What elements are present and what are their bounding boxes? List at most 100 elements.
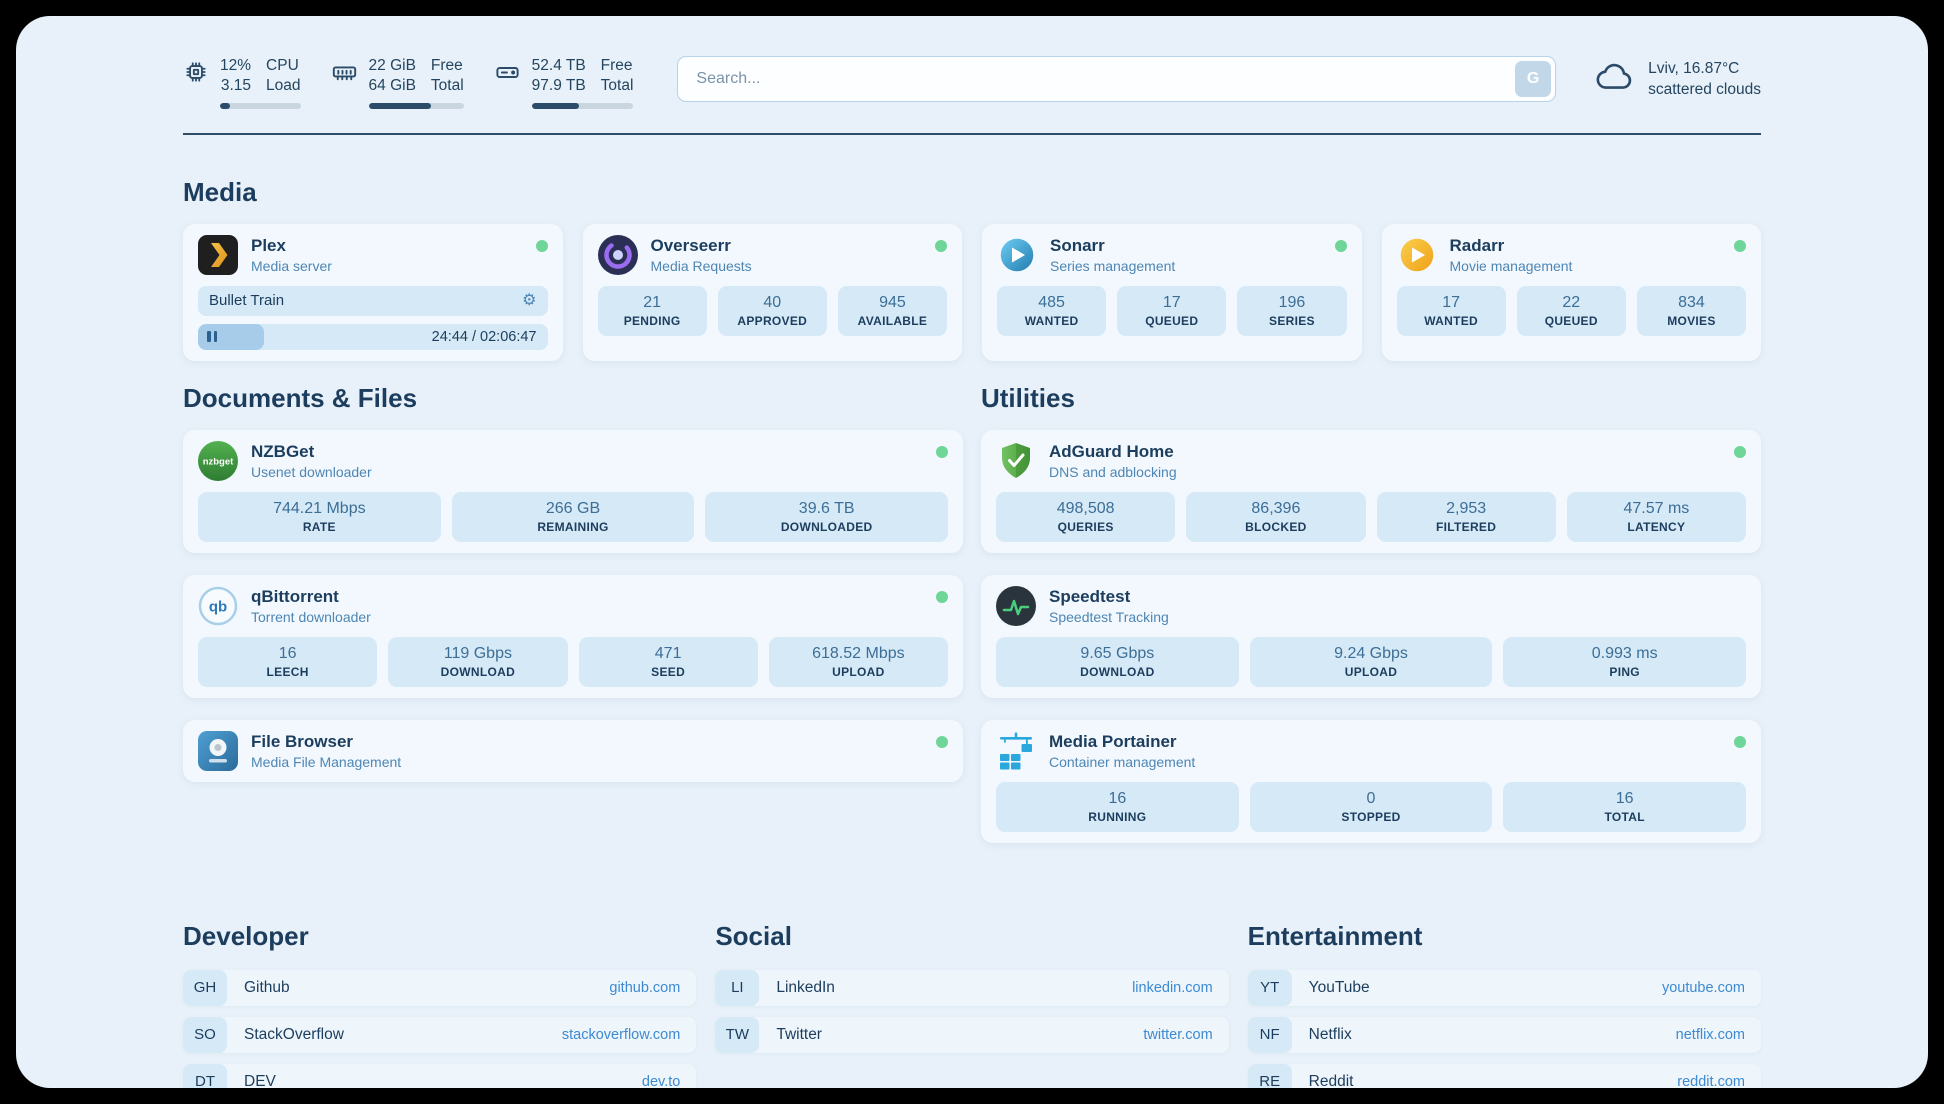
service-card-overseerr[interactable]: Overseerr Media Requests 21 PENDING 40 A… — [582, 223, 962, 361]
stat-filtered: 2,953 FILTERED — [1376, 491, 1556, 542]
portainer-icon — [996, 731, 1036, 771]
disk-icon — [494, 59, 521, 91]
service-name: Plex — [251, 235, 286, 255]
service-name: Speedtest — [1049, 586, 1131, 606]
disk-total-value: 97.9 TB — [531, 77, 586, 95]
adguard-icon — [996, 441, 1036, 481]
service-card-filebrowser[interactable]: File Browser Media File Management — [183, 719, 963, 782]
plex-icon — [198, 234, 238, 275]
cpu-percent: 12% — [220, 57, 252, 74]
stat-upload: 9.24 Gbps UPLOAD — [1249, 636, 1493, 687]
memory-free-label: Free — [430, 57, 463, 74]
svg-text:qb: qb — [209, 598, 227, 615]
bookmark-abbr: RE — [1247, 1063, 1292, 1088]
service-card-portainer[interactable]: Media Portainer Container management 16 … — [981, 719, 1761, 843]
playback-time: 24:44 / 02:06:47 — [431, 328, 537, 345]
bookmark-group-developer: Developer GH Github github.com SO StackO… — [183, 921, 697, 1088]
search-input[interactable] — [677, 56, 1557, 102]
service-name: NZBGet — [251, 441, 315, 461]
topbar-divider — [183, 132, 1761, 135]
bookmark-link: youtube.com — [1661, 979, 1745, 996]
bookmark-stackoverflow[interactable]: SO StackOverflow stackoverflow.com — [183, 1016, 697, 1053]
service-subtitle: Media Requests — [650, 257, 752, 274]
section-utilities: Utilities — [981, 383, 1761, 865]
cpu-widget: 12% 3.15 CPU Load — [183, 56, 301, 109]
service-card-radarr[interactable]: Radarr Movie management 17 WANTED 22 QUE… — [1381, 223, 1761, 361]
service-card-nzbget[interactable]: nzbget NZBGet Usenet downloader 744.21 M… — [183, 429, 963, 553]
stat-blocked: 86,396 BLOCKED — [1186, 491, 1366, 542]
bookmark-link: reddit.com — [1677, 1073, 1745, 1088]
media-progress-bar[interactable]: 24:44 / 02:06:47 — [198, 323, 548, 350]
memory-total-value: 64 GiB — [368, 77, 416, 95]
service-name: Media Portainer — [1049, 731, 1177, 751]
stat-approved: 40 APPROVED — [717, 285, 827, 336]
stat-leech: 16 LEECH — [198, 636, 378, 687]
status-dot — [1734, 445, 1746, 458]
bookmark-reddit[interactable]: RE Reddit reddit.com — [1247, 1063, 1761, 1088]
bookmark-name: Twitter — [776, 1025, 822, 1043]
bookmark-abbr: NF — [1247, 1016, 1292, 1053]
status-dot — [1334, 239, 1347, 252]
bookmark-name: LinkedIn — [776, 978, 835, 996]
bookmark-name: YouTube — [1308, 978, 1370, 996]
service-subtitle: DNS and adblocking — [1049, 463, 1177, 480]
bookmark-netflix[interactable]: NF Netflix netflix.com — [1247, 1016, 1761, 1053]
bookmark-group-entertainment: Entertainment YT YouTube youtube.com NF … — [1247, 921, 1761, 1088]
service-card-adguard[interactable]: AdGuard Home DNS and adblocking 498,508 … — [981, 429, 1761, 553]
stat-remaining: 266 GB REMAINING — [451, 491, 695, 542]
stat-wanted: 17 WANTED — [1396, 285, 1506, 336]
gear-icon[interactable]: ⚙ — [522, 291, 537, 309]
bookmark-name: DEV — [244, 1072, 276, 1088]
sonarr-icon — [997, 235, 1037, 275]
status-dot — [1734, 239, 1746, 252]
bookmark-abbr: SO — [183, 1016, 227, 1053]
stat-movies: 834 MOVIES — [1636, 285, 1747, 336]
bookmark-twitter[interactable]: TW Twitter twitter.com — [715, 1016, 1229, 1053]
search-box: G — [677, 56, 1557, 102]
section-heading-media: Media — [183, 176, 257, 207]
cpu-load-label: Load — [266, 77, 301, 95]
stat-queued: 22 QUEUED — [1516, 285, 1626, 336]
stat-stopped: 0 STOPPED — [1249, 781, 1493, 832]
bookmark-linkedin[interactable]: LI LinkedIn linkedin.com — [715, 969, 1229, 1006]
cloud-icon — [1594, 56, 1636, 103]
weather-widget: Lviv, 16.87°C scattered clouds — [1594, 56, 1761, 103]
pause-icon[interactable] — [207, 331, 211, 343]
service-card-plex[interactable]: Plex Media server Bullet Train ⚙ 24:44 — [183, 223, 563, 361]
speedtest-icon — [996, 585, 1036, 626]
service-subtitle: Series management — [1050, 257, 1176, 274]
bookmark-name: Github — [244, 978, 290, 996]
service-subtitle: Media server — [251, 257, 332, 274]
overseerr-icon — [597, 234, 638, 275]
service-card-sonarr[interactable]: Sonarr Series management 485 WANTED 17 Q… — [982, 223, 1362, 361]
disk-progress-fill — [531, 102, 580, 109]
service-subtitle: Usenet downloader — [251, 463, 372, 480]
bookmark-abbr: DT — [183, 1063, 227, 1088]
stat-queries: 498,508 QUERIES — [996, 491, 1176, 542]
stat-download: 119 Gbps DOWNLOAD — [388, 636, 568, 687]
now-playing-title: Bullet Train — [209, 292, 285, 310]
service-card-speedtest[interactable]: Speedtest Speedtest Tracking 9.65 Gbps D… — [981, 574, 1761, 698]
cpu-label: CPU — [266, 57, 299, 74]
bookmark-dev[interactable]: DT DEV dev.to — [183, 1063, 697, 1088]
bookmark-link: linkedin.com — [1132, 979, 1213, 996]
stat-available: 945 AVAILABLE — [837, 285, 948, 336]
section-documents: Documents & Files nzbget — [183, 383, 963, 804]
cpu-load-value: 3.15 — [220, 77, 252, 95]
pause-icon[interactable] — [213, 331, 217, 343]
bookmark-group-social: Social LI LinkedIn linkedin.com TW Twitt… — [715, 921, 1229, 1088]
service-subtitle: Container management — [1049, 753, 1196, 770]
service-name: qBittorrent — [251, 586, 339, 606]
service-subtitle: Torrent downloader — [251, 608, 371, 625]
search-provider-button[interactable]: G — [1515, 61, 1552, 97]
bookmark-abbr: GH — [183, 969, 227, 1006]
bookmark-youtube[interactable]: YT YouTube youtube.com — [1247, 969, 1761, 1006]
section-heading-utilities: Utilities — [981, 382, 1075, 413]
service-card-qbittorrent[interactable]: qb qBittorrent Torrent downloader 16 LEE… — [183, 574, 963, 698]
service-name: File Browser — [251, 731, 354, 751]
bookmark-github[interactable]: GH Github github.com — [183, 969, 697, 1006]
stat-ping: 0.993 ms PING — [1503, 636, 1747, 687]
service-subtitle: Media File Management — [251, 753, 402, 770]
bookmark-name: Reddit — [1308, 1072, 1354, 1088]
service-subtitle: Movie management — [1449, 257, 1573, 274]
